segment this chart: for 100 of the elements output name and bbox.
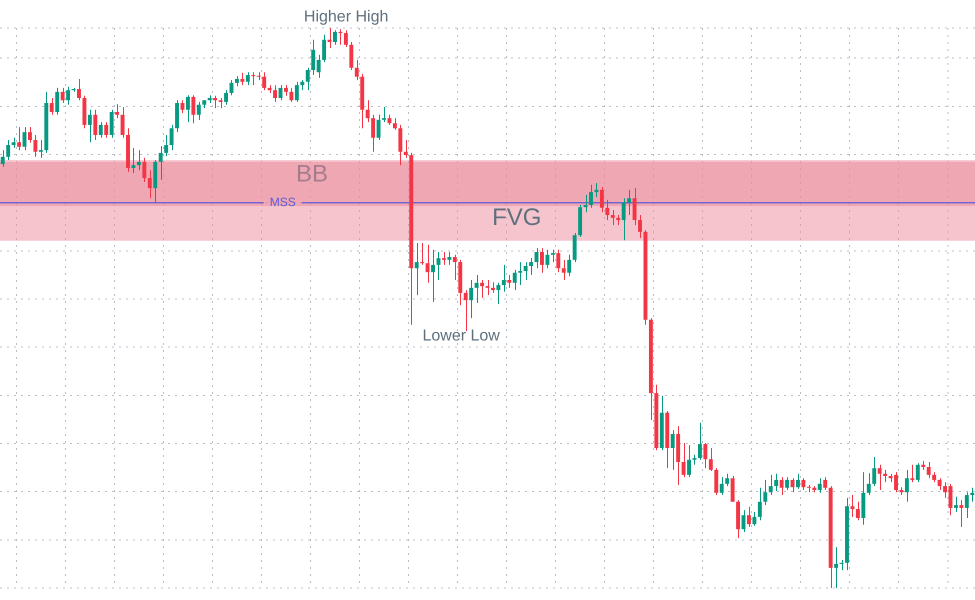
candlestick	[158, 146, 163, 180]
candlestick	[196, 101, 201, 120]
candlestick	[240, 72, 244, 86]
candlestick	[605, 199, 610, 221]
candlestick	[366, 100, 370, 123]
candlestick	[387, 114, 392, 126]
candlestick	[698, 422, 702, 460]
candlestick	[88, 109, 92, 143]
candlestick	[170, 124, 174, 151]
candlestick	[856, 501, 860, 521]
candlestick	[627, 189, 632, 216]
candlestick	[120, 106, 125, 138]
candlestick	[300, 80, 304, 91]
candlestick	[93, 109, 98, 140]
candlestick	[344, 30, 348, 48]
candlestick	[959, 500, 964, 528]
ref-line-label: MSS	[270, 195, 296, 210]
candlestick	[328, 28, 332, 49]
candlestick	[436, 252, 440, 280]
candlestick	[964, 492, 969, 518]
candlestick	[33, 134, 38, 158]
annotation: Lower Low	[422, 328, 500, 345]
candlestick	[469, 280, 474, 319]
candlestick	[480, 280, 484, 298]
candlestick	[234, 76, 239, 87]
candlestick	[507, 274, 512, 288]
candlestick	[703, 442, 708, 469]
candlestick	[687, 444, 691, 478]
candlestick	[594, 182, 598, 198]
candlestick	[916, 462, 920, 483]
candlestick	[278, 84, 282, 101]
candlestick	[294, 81, 299, 102]
candlestick	[796, 473, 800, 490]
candlestick	[540, 248, 544, 274]
candlestick	[512, 269, 517, 291]
candlestick	[883, 469, 888, 483]
text: Higher High	[304, 8, 388, 26]
candlestick	[785, 476, 790, 490]
candlestick	[371, 114, 376, 152]
candlestick	[730, 476, 735, 502]
candlestick	[638, 214, 642, 238]
candlestick	[938, 478, 942, 490]
candlestick	[115, 104, 120, 119]
candlestick	[534, 248, 538, 269]
candlestick	[926, 462, 931, 479]
candlestick	[60, 87, 65, 104]
candlestick	[230, 80, 234, 96]
candlestick	[850, 494, 854, 518]
candlestick	[904, 469, 909, 502]
candlestick	[780, 476, 784, 496]
candlestick	[910, 464, 914, 483]
candlestick	[142, 157, 146, 182]
candlestick	[22, 126, 26, 151]
candlestick	[333, 30, 337, 46]
candlestick	[550, 249, 555, 263]
candlestick	[442, 252, 446, 266]
candlestick	[6, 140, 10, 161]
candlestick	[502, 264, 506, 292]
candlestick	[414, 242, 419, 296]
candlestick	[136, 150, 141, 171]
candlestick	[191, 94, 196, 124]
candlestick	[392, 118, 397, 130]
candlestick	[382, 106, 386, 123]
candlestick	[524, 262, 528, 280]
candlestick	[17, 126, 22, 151]
band-label: BB	[296, 160, 328, 188]
candlestick	[763, 479, 768, 506]
candlestick	[682, 442, 686, 478]
candlestick	[55, 87, 60, 116]
candlestick	[954, 496, 958, 512]
candlestick	[746, 506, 751, 528]
candlestick	[567, 254, 572, 277]
candlestick	[284, 84, 288, 96]
candlestick	[742, 510, 746, 532]
candlestick	[289, 87, 294, 102]
candlestick	[66, 86, 70, 106]
candlestick	[708, 448, 713, 472]
candlestick	[529, 258, 534, 276]
candlestick	[486, 280, 490, 296]
candlestick	[774, 473, 778, 492]
candlestick	[452, 254, 457, 280]
candlestick	[878, 464, 882, 490]
candlestick	[322, 34, 326, 63]
candlestick	[262, 72, 266, 91]
candlestick	[77, 78, 81, 101]
candlestick	[148, 170, 152, 199]
candlestick	[110, 109, 114, 138]
candlestick	[218, 98, 223, 109]
candlestick	[589, 184, 593, 208]
candlestick	[431, 249, 435, 302]
candlestick	[932, 472, 936, 483]
candlestick	[496, 282, 500, 305]
candlestick	[426, 244, 430, 284]
candlestick	[474, 274, 479, 304]
candlestick	[758, 487, 762, 521]
candlestick	[872, 456, 876, 487]
candlestick	[306, 67, 310, 91]
candlestick	[164, 134, 168, 157]
candlestick	[131, 147, 136, 174]
candlestick	[186, 94, 190, 123]
